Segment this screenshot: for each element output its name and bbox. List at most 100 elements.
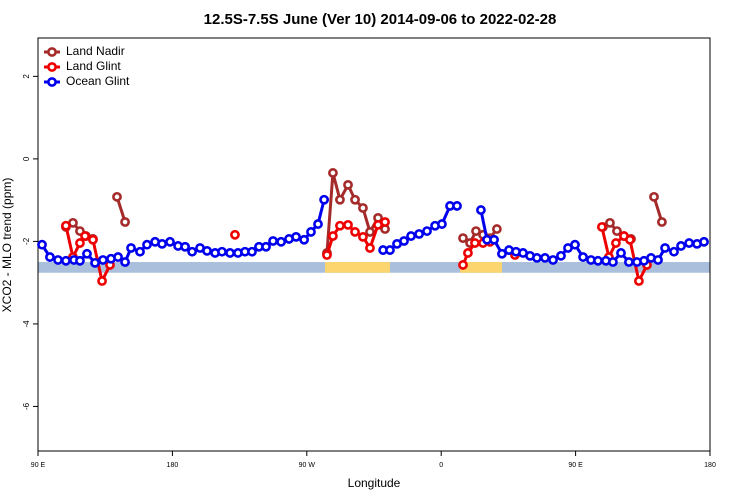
data-point <box>112 191 122 202</box>
x-tick-label: 180 <box>704 462 716 469</box>
data-point <box>608 257 618 267</box>
data-point <box>187 246 198 257</box>
data-point <box>328 168 338 178</box>
data-point <box>202 245 212 256</box>
data-point <box>343 220 353 230</box>
data-point <box>358 231 368 242</box>
data-point <box>225 248 235 258</box>
data-point <box>142 239 152 250</box>
data-point <box>616 248 626 258</box>
data-point <box>458 233 468 244</box>
data-point <box>61 220 71 231</box>
data-point <box>365 243 375 253</box>
data-point <box>497 248 507 259</box>
x-tick-label: 90 E <box>568 462 583 469</box>
x-axis-label: Longitude <box>348 476 401 490</box>
legend-label: Land Glint <box>66 59 121 73</box>
data-point <box>113 252 123 262</box>
data-point <box>291 231 301 242</box>
legend-label: Ocean Glint <box>66 74 130 88</box>
data-point <box>120 257 130 267</box>
data-point <box>596 222 607 232</box>
y-tick-label: -6 <box>22 402 31 410</box>
data-point <box>471 226 481 236</box>
data-point <box>470 238 480 248</box>
data-point <box>452 201 462 211</box>
data-point <box>548 255 558 265</box>
data-point <box>37 239 47 250</box>
data-point <box>570 239 580 250</box>
data-point <box>90 257 100 268</box>
data-point <box>532 253 542 263</box>
data-point <box>80 231 90 241</box>
legend-marker <box>47 47 57 57</box>
data-point <box>268 236 278 246</box>
data-point <box>476 205 486 215</box>
x-tick-label: 180 <box>167 462 179 469</box>
data-point <box>53 255 63 265</box>
chart-title: 12.5S-7.5S June (Ver 10) 2014-09-06 to 2… <box>204 11 557 28</box>
data-point <box>126 243 136 253</box>
data-point <box>492 224 502 234</box>
data-point <box>578 252 588 262</box>
data-point <box>247 246 257 257</box>
data-point <box>422 226 432 236</box>
data-point <box>625 234 635 245</box>
data-point <box>556 250 566 261</box>
data-point <box>380 217 390 227</box>
y-tick-label: -2 <box>22 237 31 245</box>
legend-marker <box>47 62 57 72</box>
y-tick-label: 0 <box>22 156 31 161</box>
data-point <box>365 227 375 237</box>
data-point <box>669 246 679 257</box>
data-point <box>458 260 468 270</box>
plot-frame <box>37 37 711 452</box>
data-point <box>350 227 360 237</box>
data-point <box>217 246 227 257</box>
data-point <box>261 241 271 252</box>
data-point <box>358 203 368 213</box>
data-point <box>489 234 499 245</box>
land-band <box>325 262 390 273</box>
data-point <box>653 255 663 265</box>
data-point <box>540 253 550 263</box>
data-point <box>593 255 603 266</box>
legend-label: Land Nadir <box>66 44 125 58</box>
data-point <box>335 194 345 205</box>
data-point <box>97 276 107 286</box>
data-point <box>313 219 323 229</box>
data-point <box>322 250 332 260</box>
data-point <box>306 227 316 237</box>
y-axis-label: XCO2 - MLO trend (ppm) <box>0 178 14 313</box>
data-point <box>385 245 395 255</box>
data-point <box>660 243 670 253</box>
legend-marker <box>47 77 57 87</box>
data-point <box>276 236 287 247</box>
data-point <box>157 238 167 249</box>
data-point <box>335 220 345 231</box>
data-point <box>399 236 409 246</box>
y-tick-label: -4 <box>22 320 31 328</box>
data-point <box>98 255 108 265</box>
data-point <box>135 246 145 257</box>
data-point <box>88 234 98 245</box>
data-point <box>414 229 424 239</box>
land-band <box>460 262 502 273</box>
data-point <box>299 234 310 245</box>
x-tick-label: 90 W <box>299 462 316 469</box>
data-point <box>75 238 85 248</box>
data-point <box>61 255 71 266</box>
data-point <box>343 179 353 190</box>
data-point <box>612 226 622 236</box>
data-point <box>406 231 416 241</box>
y-tick-label: 2 <box>22 74 31 79</box>
data-point <box>230 229 240 240</box>
data-point <box>75 255 85 266</box>
data-point <box>684 238 694 248</box>
data-point <box>611 238 621 248</box>
data-point <box>624 257 634 267</box>
data-point <box>82 248 92 259</box>
data-point <box>605 217 615 228</box>
data-point <box>437 219 447 229</box>
